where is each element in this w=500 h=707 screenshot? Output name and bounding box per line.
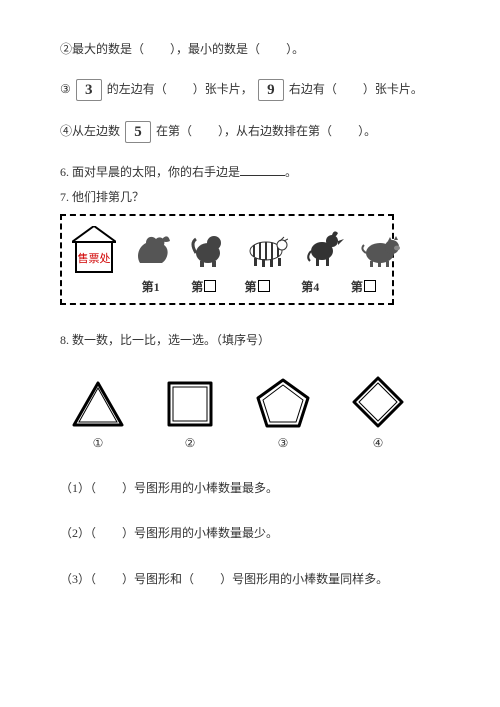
q4-lead: ④从左边数 bbox=[60, 124, 120, 138]
question-2: ②最大的数是（ ），最小的数是（ ）。 bbox=[60, 40, 440, 59]
q8s1-a: （1）（ bbox=[60, 481, 96, 495]
booth-label: 售票处 bbox=[78, 251, 111, 265]
q3-blank-2[interactable] bbox=[337, 82, 363, 96]
q8s3-c: ）号图形用的小棒数量同样多。 bbox=[220, 572, 388, 586]
shape-square-icon: ② bbox=[164, 378, 216, 453]
q6-text-b: 。 bbox=[285, 165, 297, 179]
q2-text-c: ）。 bbox=[286, 42, 304, 56]
q4-blank-2[interactable] bbox=[332, 124, 358, 138]
question-3: ③ 3 的左边有（ ）张卡片， 9 右边有（ ）张卡片。 bbox=[60, 79, 440, 101]
animal-2-icon bbox=[188, 229, 228, 273]
animal-4-icon bbox=[304, 227, 344, 273]
shape-1-label: ① bbox=[70, 434, 126, 453]
q3-t3: 右边有（ bbox=[289, 82, 337, 96]
question-8-title: 8. 数一数，比一比，选一选。（填序号） bbox=[60, 331, 440, 350]
q8s2-b: ）号图形用的小棒数量最少。 bbox=[122, 526, 278, 540]
q6-text-a: 6. 面对早晨的太阳，你的右手边是 bbox=[60, 165, 240, 179]
q4-t2: ），从右边数排在第（ bbox=[218, 124, 332, 138]
q7-label-1: 第1 bbox=[132, 278, 169, 297]
q8s3-blank1[interactable] bbox=[96, 572, 122, 586]
blank-box-icon[interactable] bbox=[258, 280, 270, 292]
blank-box-icon[interactable] bbox=[364, 280, 376, 292]
shape-3-label: ③ bbox=[254, 434, 312, 453]
q8-shapes-row: ① ② ③ ④ bbox=[70, 374, 440, 453]
q8s1-blank[interactable] bbox=[96, 481, 122, 495]
shape-diamond-icon: ④ bbox=[350, 374, 406, 453]
q3-t1: 的左边有（ bbox=[107, 82, 167, 96]
q2-blank-2[interactable] bbox=[260, 42, 286, 56]
blank-box-icon[interactable] bbox=[204, 280, 216, 292]
q2-text-a: ②最大的数是（ bbox=[60, 42, 144, 56]
shape-pentagon-icon: ③ bbox=[254, 376, 312, 453]
ticket-booth-icon: 售票处 bbox=[72, 226, 116, 274]
q7-label-5[interactable]: 第 bbox=[345, 278, 382, 297]
q7-label-2[interactable]: 第 bbox=[185, 278, 222, 297]
card-3-icon: 3 bbox=[76, 79, 102, 101]
q8s2-a: （2）（ bbox=[60, 526, 96, 540]
q8s2-blank[interactable] bbox=[96, 526, 122, 540]
q3-blank-1[interactable] bbox=[167, 82, 193, 96]
shape-2-label: ② bbox=[164, 434, 216, 453]
q8-sub1: （1）（ ）号图形用的小棒数量最多。 bbox=[60, 479, 440, 498]
q2-blank-1[interactable] bbox=[144, 42, 170, 56]
q7-label-3[interactable]: 第 bbox=[238, 278, 275, 297]
q8s1-b: ）号图形用的小棒数量最多。 bbox=[122, 481, 278, 495]
question-7-box: 售票处 第1 第 第 第4 第 bbox=[60, 214, 394, 305]
animal-5-icon bbox=[360, 231, 402, 273]
q4-t1: 在第（ bbox=[156, 124, 192, 138]
q8s3-a: （3）（ bbox=[60, 572, 96, 586]
q7-label-4: 第4 bbox=[292, 278, 329, 297]
q8-sub2: （2）（ ）号图形用的小棒数量最少。 bbox=[60, 524, 440, 543]
q8-sub3: （3）（ ）号图形和（ ）号图形用的小棒数量同样多。 bbox=[60, 570, 440, 589]
animal-3-icon bbox=[244, 229, 288, 273]
animal-1-icon bbox=[132, 229, 172, 273]
question-7-title: 7. 他们排第几？ bbox=[60, 188, 440, 207]
q2-text-b: ），最小的数是（ bbox=[170, 42, 260, 56]
q8s3-blank2[interactable] bbox=[194, 572, 220, 586]
shape-triangle-icon: ① bbox=[70, 378, 126, 453]
q6-blank[interactable] bbox=[240, 165, 285, 176]
q3-t4: ）张卡片。 bbox=[363, 82, 423, 96]
q8-title-text: 8. 数一数，比一比，选一选。（填序号） bbox=[60, 333, 270, 347]
q7-figure-row: 售票处 bbox=[72, 226, 382, 274]
q4-t3: ）。 bbox=[358, 124, 376, 138]
card-5-icon: 5 bbox=[125, 121, 151, 143]
q8s3-b: ）号图形和（ bbox=[122, 572, 194, 586]
worksheet-page: ②最大的数是（ ），最小的数是（ ）。 ③ 3 的左边有（ ）张卡片， 9 右边… bbox=[0, 0, 500, 609]
q4-blank-1[interactable] bbox=[192, 124, 218, 138]
q7-title-text: 7. 他们排第几？ bbox=[60, 190, 144, 204]
question-6: 6. 面对早晨的太阳，你的右手边是 。 bbox=[60, 163, 440, 182]
shape-4-label: ④ bbox=[350, 434, 406, 453]
q7-labels: 第1 第 第 第4 第 bbox=[132, 278, 382, 297]
q3-t2: ）张卡片， bbox=[193, 82, 253, 96]
q3-lead: ③ bbox=[60, 82, 71, 96]
question-4: ④从左边数 5 在第（ ），从右边数排在第（ ）。 bbox=[60, 121, 440, 143]
card-9-icon: 9 bbox=[258, 79, 284, 101]
